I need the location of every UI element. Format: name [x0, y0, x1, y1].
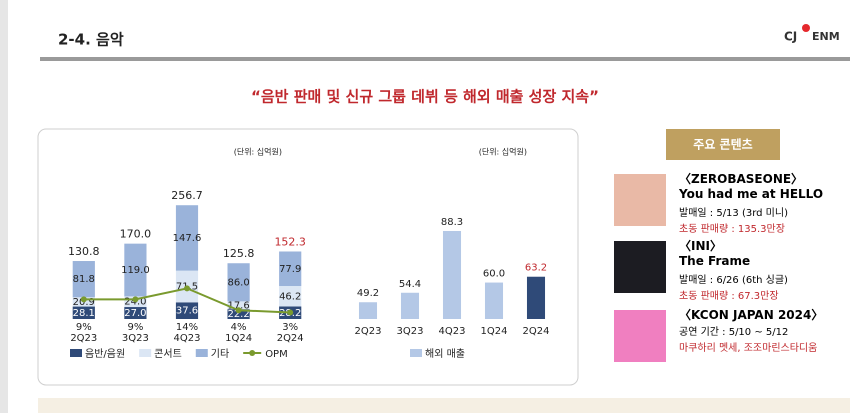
- unit-label: (단위: 십억원): [479, 147, 527, 157]
- value-label: 14%: [176, 322, 198, 333]
- x-tick-label: 4Q23: [439, 326, 466, 337]
- value-label: 60.0: [483, 269, 505, 280]
- x-tick-label: 3Q23: [122, 333, 149, 344]
- contents-button: [666, 129, 780, 160]
- value-label: 63.2: [525, 263, 547, 274]
- bar: [442, 230, 462, 319]
- legend-label: 해외 매출: [425, 347, 465, 360]
- value-label: 17.6: [227, 300, 249, 311]
- contents-title: 주요 콘텐츠: [693, 137, 752, 152]
- content-group: 〈INI〉: [679, 239, 722, 253]
- total-label: 170.0: [120, 228, 152, 241]
- content-info: 공연 기간 : 5/10 ~ 5/12: [679, 327, 789, 338]
- total-label: 125.8: [223, 247, 255, 260]
- value-label: 54.4: [399, 279, 421, 290]
- x-tick-label: 2Q24: [277, 333, 304, 344]
- content-image: [614, 310, 666, 362]
- value-label: 37.6: [176, 306, 198, 317]
- x-tick-label: 2Q23: [355, 326, 382, 337]
- line-point: [287, 309, 294, 316]
- header-title: 2-4. 음악: [58, 31, 124, 49]
- value-label: 9%: [127, 322, 143, 333]
- headline: “음반 판매 및 신규 그룹 데뷔 등 해외 매출 성장 지속”: [251, 88, 599, 106]
- value-label: 22.2: [227, 309, 249, 320]
- bar: [227, 309, 250, 319]
- bar: [526, 276, 546, 319]
- line-point: [132, 296, 139, 303]
- bar: [227, 263, 250, 302]
- bar: [72, 306, 95, 319]
- content-group: 〈ZEROBASEONE〉: [679, 172, 804, 186]
- legend-label: 기타: [211, 348, 229, 360]
- content-note: 초동 판매량 : 67.3만장: [679, 291, 779, 302]
- content-group: 〈KCON JAPAN 2024〉: [679, 308, 824, 322]
- bar: [400, 292, 420, 319]
- bar: [227, 301, 250, 310]
- bar: [72, 261, 95, 298]
- bar: [484, 282, 504, 319]
- content-note: 마쿠하리 멧세, 조조마린스타디움: [679, 343, 818, 354]
- content-note: 초동 판매량 : 135.3만장: [679, 224, 785, 235]
- legend-label: 음반/음원: [85, 348, 125, 360]
- value-label: 3%: [282, 322, 298, 333]
- unit-label: (단위: 십억원): [234, 147, 282, 157]
- value-label: 20.9: [73, 297, 95, 308]
- x-tick-label: 4Q23: [174, 333, 201, 344]
- x-tick-label: 2Q23: [70, 333, 97, 344]
- legend-swatch: [70, 349, 82, 357]
- bar: [124, 307, 147, 319]
- value-label: 119.0: [121, 265, 150, 276]
- content-image: [614, 174, 666, 226]
- content-info: 발매일 : 5/13 (3rd 미니): [679, 208, 788, 219]
- legend-swatch: [410, 349, 422, 357]
- x-tick-label: 1Q24: [225, 333, 252, 344]
- content-title: You had me at HELLO: [679, 187, 824, 201]
- content-title: The Frame: [679, 254, 751, 268]
- bar: [358, 302, 378, 319]
- logo-dot: [802, 24, 810, 32]
- x-tick-label: 3Q23: [397, 326, 424, 337]
- bar: [124, 243, 147, 297]
- value-label: 28.1: [73, 308, 95, 319]
- logo: CJ: [784, 30, 797, 44]
- content-info: 발매일 : 6/26 (6th 싱글): [679, 275, 788, 286]
- legend-swatch: [139, 349, 152, 357]
- left-band: [0, 0, 8, 413]
- legend-label: 콘서트: [154, 348, 182, 360]
- chart-box: [37, 128, 579, 386]
- value-label: 81.8: [73, 274, 95, 285]
- footer-band: [38, 398, 850, 413]
- bar: [279, 286, 302, 307]
- logo: ENM: [812, 30, 840, 43]
- value-label: 46.2: [279, 291, 301, 302]
- value-label: 49.2: [357, 288, 379, 299]
- value-label: 77.9: [279, 264, 301, 275]
- bar: [175, 302, 199, 319]
- value-label: 27.0: [124, 308, 146, 319]
- x-tick-label: 2Q24: [523, 326, 550, 337]
- legend-dot: [249, 350, 256, 356]
- total-label: 152.3: [274, 235, 306, 248]
- line-point: [80, 296, 87, 303]
- value-label: 9%: [76, 322, 92, 333]
- value-label: 4%: [231, 322, 247, 333]
- bar: [279, 251, 302, 287]
- legend-swatch: [195, 349, 208, 357]
- line-point: [235, 307, 242, 314]
- value-label: 147.6: [173, 233, 202, 244]
- header-rule: [40, 57, 850, 61]
- value-label: 86.0: [227, 277, 249, 288]
- line-point: [184, 285, 190, 292]
- total-label: 256.7: [171, 189, 203, 202]
- bar: [175, 205, 199, 271]
- x-tick-label: 1Q24: [481, 326, 508, 337]
- content-image: [614, 241, 666, 293]
- legend-label: OPM: [265, 349, 288, 360]
- value-label: 88.3: [441, 217, 463, 228]
- total-label: 130.8: [68, 245, 100, 258]
